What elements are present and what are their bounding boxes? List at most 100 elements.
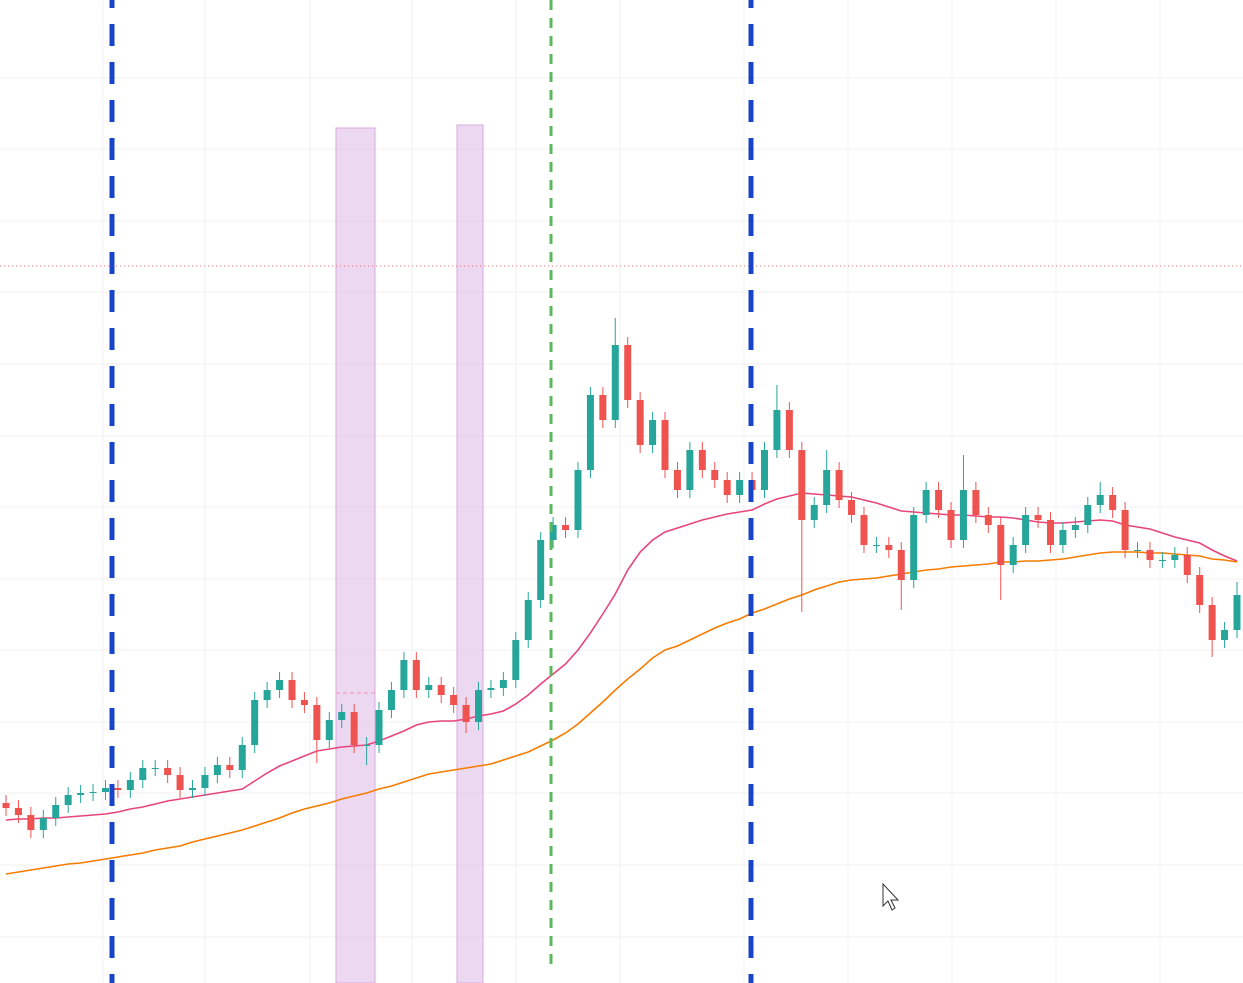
candle-body <box>412 660 420 690</box>
candle-body <box>1134 550 1142 551</box>
candle-body <box>251 700 259 745</box>
candle-body <box>363 745 371 746</box>
candle-body <box>300 700 308 705</box>
candle-body <box>1221 630 1229 640</box>
candle-body <box>1059 530 1067 545</box>
candle-body <box>499 680 507 688</box>
candle-body <box>599 395 607 420</box>
candle-body <box>276 680 284 690</box>
candle-body <box>1183 555 1191 575</box>
candle-body <box>524 600 532 640</box>
candle-body <box>512 640 520 680</box>
candle-body <box>189 788 197 790</box>
candle-body <box>176 775 184 790</box>
candle-body <box>126 780 134 790</box>
candle-body <box>475 690 483 722</box>
highlight-zone <box>456 124 484 983</box>
candle-body <box>897 550 905 580</box>
candle-body <box>785 410 793 450</box>
candle-body <box>114 788 122 790</box>
candle-body <box>636 400 644 445</box>
candle-body <box>686 450 694 490</box>
candle-body <box>823 470 831 505</box>
candle-body <box>760 450 768 490</box>
candle-body <box>437 685 445 695</box>
candle-body <box>673 470 681 490</box>
mouse-cursor <box>882 882 900 911</box>
candle-body <box>226 765 234 770</box>
candle-body <box>201 775 209 788</box>
candle-body <box>810 505 818 520</box>
candle-body <box>624 345 632 400</box>
candle-body <box>151 768 159 769</box>
candle-body <box>736 480 744 495</box>
candle-body <box>1233 595 1241 630</box>
candle-body <box>164 768 172 775</box>
candle-body <box>1084 505 1092 525</box>
candle-body <box>77 793 85 795</box>
candle-body <box>387 690 395 710</box>
candle-body <box>537 540 545 600</box>
candle-body <box>288 680 296 700</box>
candle-body <box>586 395 594 470</box>
candle-body <box>1208 605 1216 640</box>
candle-body <box>997 525 1005 565</box>
candle-body <box>1109 495 1117 510</box>
candle-body <box>649 420 657 445</box>
candle-body <box>1171 555 1179 560</box>
candle-body <box>935 490 943 510</box>
candle-body <box>64 795 72 805</box>
candle-body <box>338 712 346 720</box>
candle-body <box>400 660 408 690</box>
candle-body <box>698 450 706 470</box>
candle-body <box>101 788 109 792</box>
candle-body <box>213 765 221 775</box>
candle-body <box>910 515 918 580</box>
candle-body <box>238 745 246 770</box>
candle-body <box>848 500 856 515</box>
candle-body <box>972 490 980 515</box>
candle-body <box>1146 550 1154 560</box>
candle-body <box>574 470 582 530</box>
candle-body <box>860 515 868 545</box>
candle-body <box>14 808 22 815</box>
candle-body <box>89 792 97 793</box>
candle-body <box>2 803 10 808</box>
candle-body <box>984 515 992 525</box>
candle-body <box>313 705 321 740</box>
candle-body <box>462 705 470 722</box>
candle-body <box>263 690 271 700</box>
candle-body <box>959 490 967 540</box>
candle-body <box>562 525 570 530</box>
candle-body <box>872 545 880 546</box>
highlight-zone <box>335 127 376 983</box>
candle-body <box>487 688 495 690</box>
candle-body <box>835 470 843 500</box>
candle-body <box>723 480 731 495</box>
candle-body <box>1046 520 1054 545</box>
candle-body <box>661 420 669 470</box>
candle-body <box>1096 495 1104 505</box>
candle-body <box>885 545 893 550</box>
candle-body <box>549 525 557 540</box>
candle-body <box>1121 510 1129 550</box>
candle-body <box>1022 515 1030 545</box>
candle-body <box>325 720 333 740</box>
candle-body <box>425 685 433 690</box>
candle-body <box>1071 525 1079 530</box>
candle-body <box>375 710 383 745</box>
candle-body <box>450 695 458 705</box>
candle-body <box>52 805 60 818</box>
candle-body <box>350 712 358 745</box>
candle-body <box>1158 560 1166 561</box>
candle-body <box>922 490 930 515</box>
candle-body <box>39 818 47 830</box>
candle-body <box>1196 575 1204 605</box>
moving-average <box>5 492 1238 821</box>
candle-body <box>27 815 35 830</box>
candle-body <box>139 768 147 780</box>
candle-body <box>711 470 719 480</box>
moving-average <box>5 551 1238 875</box>
